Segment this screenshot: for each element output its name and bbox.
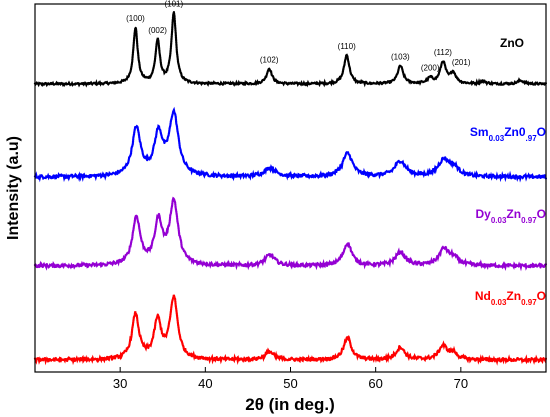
series-label-part: 0.03	[491, 216, 507, 225]
peak-annotation: (102)	[260, 56, 279, 65]
series-label-part: 0.03	[489, 134, 505, 143]
series-label-part: 0.97	[521, 298, 537, 307]
peak-annotations-group: (100)(002) (101) (102) (110) (103) (200) (112)…	[126, 0, 471, 73]
peak-annotation: (201)	[452, 58, 471, 67]
series-label-part: ZnO	[500, 36, 524, 50]
peak-annotation: (002)	[148, 26, 167, 35]
series-label-part: O	[537, 207, 546, 221]
series-label-part: Zn0	[504, 125, 526, 139]
series-labels-group: ZnOSm0.03Zn0.97ODy0.03Zn0.97ONd0.03Zn0.9…	[470, 36, 546, 307]
series-line-3	[33, 196, 547, 272]
series-label-2: Sm0.03Zn0.97O	[470, 125, 546, 143]
series-label-part: 0.03	[491, 298, 507, 307]
peak-annotation: (112)	[434, 48, 452, 57]
x-tick-label: 40	[198, 376, 212, 391]
peak-annotation: (103)	[391, 53, 410, 62]
series-label-1: ZnO	[500, 36, 524, 50]
traces-group	[33, 11, 547, 366]
series-label-part: Sm	[470, 125, 489, 139]
series-label-part: Zn	[506, 207, 521, 221]
series-label-part: Zn	[506, 289, 521, 303]
series-label-part: Dy	[475, 207, 491, 221]
peak-annotation: (110)	[338, 42, 356, 51]
series-label-part: .97	[526, 134, 538, 143]
series-label-part: Nd	[475, 289, 491, 303]
series-line-1	[33, 11, 547, 88]
x-axis-label: 2θ (in deg.)	[245, 395, 334, 414]
peak-annotation: (200)	[421, 64, 440, 73]
y-axis-label: Intensity (a.u)	[5, 136, 22, 240]
peak-annotation: (101)	[164, 0, 183, 8]
peak-annotation: (100)	[126, 14, 145, 23]
series-line-4	[33, 294, 547, 366]
x-tick-label: 70	[454, 376, 468, 391]
series-label-part: O	[537, 125, 546, 139]
series-label-part: O	[537, 289, 546, 303]
x-tick-label: 50	[283, 376, 297, 391]
x-tick-label: 60	[368, 376, 382, 391]
x-tick-label: 30	[113, 376, 127, 391]
series-label-4: Nd0.03Zn0.97O	[475, 289, 546, 307]
series-label-part: 0.97	[521, 216, 537, 225]
series-label-3: Dy0.03Zn0.97O	[475, 207, 546, 225]
series-line-2	[33, 106, 547, 183]
x-ticks-group: 30 40 50 60 70	[113, 367, 468, 391]
